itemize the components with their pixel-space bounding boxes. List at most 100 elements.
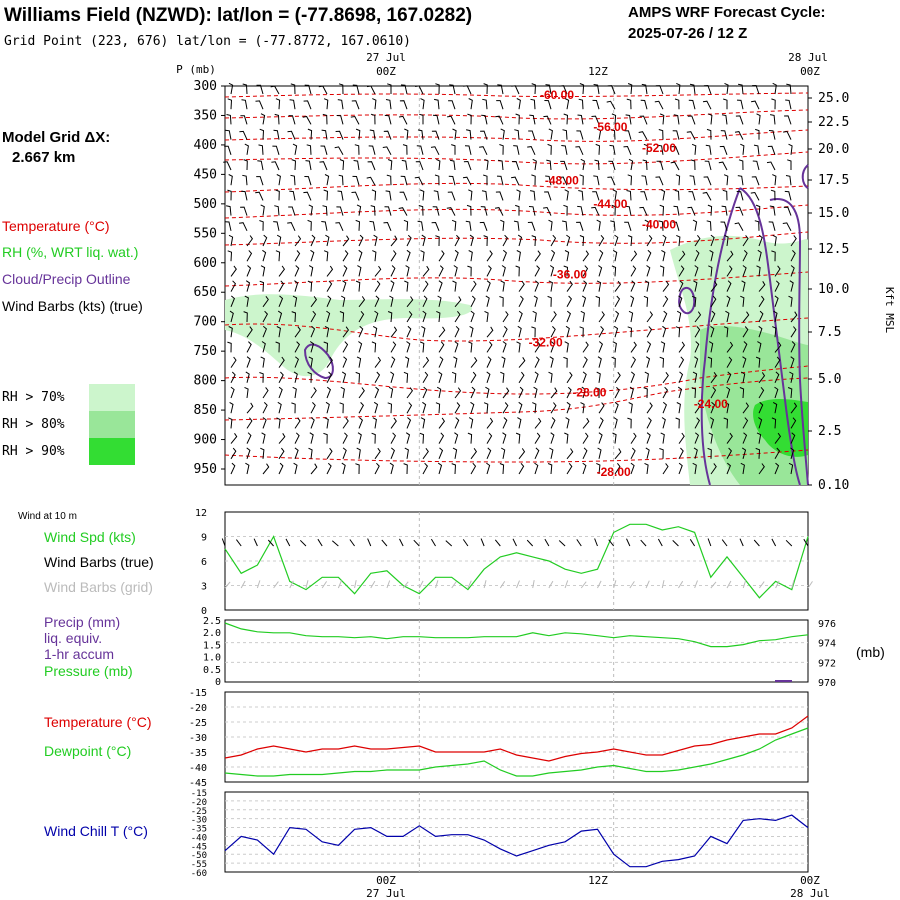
- wind-barb: [390, 447, 396, 459]
- wind-barb: [646, 326, 653, 338]
- top-tick-00z-2: 00Z: [800, 65, 820, 78]
- wind-barb: [354, 144, 360, 155]
- wind-barb: [451, 371, 457, 383]
- wind-barb: [486, 432, 493, 444]
- wind-barb: [788, 143, 793, 155]
- wind-barb: [741, 280, 746, 292]
- grid-wind-barb: [224, 581, 231, 589]
- wind-barb: [612, 189, 617, 201]
- wind-barbs-true-label: Wind Barbs (true): [44, 554, 154, 570]
- wind-barb: [262, 310, 269, 323]
- wind-barb: [656, 160, 664, 171]
- wind-barb: [372, 325, 378, 338]
- wind-barb: [686, 131, 696, 140]
- wind-barb: [707, 204, 713, 216]
- surface-wind-barb: [672, 540, 679, 547]
- pressure-tick-label: 950: [194, 462, 217, 477]
- wind-barb: [608, 160, 616, 171]
- wind-barb: [774, 265, 781, 277]
- wind-barb: [545, 175, 552, 186]
- height-tick-label: 22.5: [818, 115, 849, 130]
- wind-barb: [245, 462, 250, 475]
- wind-barb: [612, 249, 618, 262]
- wind-barb: [400, 175, 408, 186]
- wind-barb: [742, 235, 749, 247]
- wind-barb: [710, 310, 716, 323]
- wind-barb: [628, 310, 634, 323]
- wind-barb: [451, 219, 457, 231]
- wind-barb: [371, 432, 376, 444]
- wind-barb: [246, 250, 253, 262]
- wind-barb: [454, 341, 459, 353]
- wind-barb: [438, 432, 445, 444]
- wind-barb: [734, 222, 744, 232]
- wind-barb: [739, 387, 745, 399]
- wind-barb: [230, 462, 236, 475]
- wind-barb: [308, 204, 313, 216]
- wind-barb: [575, 146, 584, 156]
- wind-barb: [756, 113, 761, 125]
- pressure-tick-label: 974: [818, 639, 836, 650]
- wind-barb: [734, 131, 744, 140]
- wind-barb: [790, 402, 798, 414]
- wind-barb: [292, 295, 298, 307]
- model-grid-value: 2.667 km: [12, 149, 75, 166]
- wind-barb: [694, 326, 701, 338]
- surface-wind-barb: [785, 539, 793, 547]
- wind-barb: [468, 189, 473, 201]
- wind-barb: [550, 249, 556, 262]
- wind-barb: [543, 206, 552, 216]
- wind-barb: [245, 371, 250, 383]
- wind-barb: [706, 128, 712, 140]
- wind-barb: [406, 296, 414, 308]
- wind-barb: [566, 234, 571, 247]
- wind-barb: [598, 249, 604, 262]
- wind-barb: [640, 99, 648, 110]
- wind-chill-line: [224, 814, 809, 868]
- wind-barb: [467, 432, 473, 444]
- temp-label: Temperature (°C): [44, 714, 152, 730]
- wind-barb: [534, 280, 540, 292]
- wind-barb: [230, 280, 237, 292]
- wind-barb: [627, 417, 632, 429]
- rh-level-label: RH > 90%: [2, 444, 65, 459]
- wind-barb: [224, 145, 232, 155]
- wind-barb: [451, 463, 457, 475]
- wind-barb: [438, 371, 443, 383]
- wind-barb: [643, 387, 648, 399]
- wind-barb: [758, 401, 764, 414]
- wind-barb: [710, 295, 717, 308]
- wind-barb: [770, 114, 776, 125]
- wind-barb: [436, 386, 442, 399]
- wind-barb: [662, 386, 669, 399]
- wind-barb: [547, 463, 553, 475]
- wind-barb: [278, 462, 284, 475]
- wind-barb: [371, 341, 377, 353]
- wind-barb: [789, 280, 794, 292]
- wind-barb: [646, 234, 653, 247]
- wind-barb: [710, 234, 715, 247]
- wind-barb: [274, 205, 280, 216]
- wind-barb: [434, 98, 440, 110]
- wind-barb: [597, 356, 602, 368]
- wind-barb: [307, 219, 312, 231]
- wind-barb: [678, 432, 685, 444]
- wind-barb: [470, 371, 477, 384]
- wind-barb: [788, 295, 793, 307]
- wind-barb: [772, 82, 777, 95]
- wind-barb: [335, 222, 344, 232]
- wind-barb: [518, 386, 524, 399]
- wind-barb: [596, 128, 602, 140]
- wind-barb: [534, 417, 542, 429]
- wind-barb: [532, 310, 537, 323]
- wind-barb: [672, 130, 680, 140]
- wind-barb: [660, 189, 666, 201]
- wind-barb: [641, 83, 648, 95]
- wind-barb: [726, 341, 734, 353]
- wind-barb: [438, 341, 445, 353]
- temperature-contour: [224, 449, 809, 463]
- wind-barb: [628, 158, 634, 171]
- wind-barb: [304, 84, 312, 95]
- wind-barb: [726, 432, 733, 444]
- wind-barb: [726, 386, 731, 399]
